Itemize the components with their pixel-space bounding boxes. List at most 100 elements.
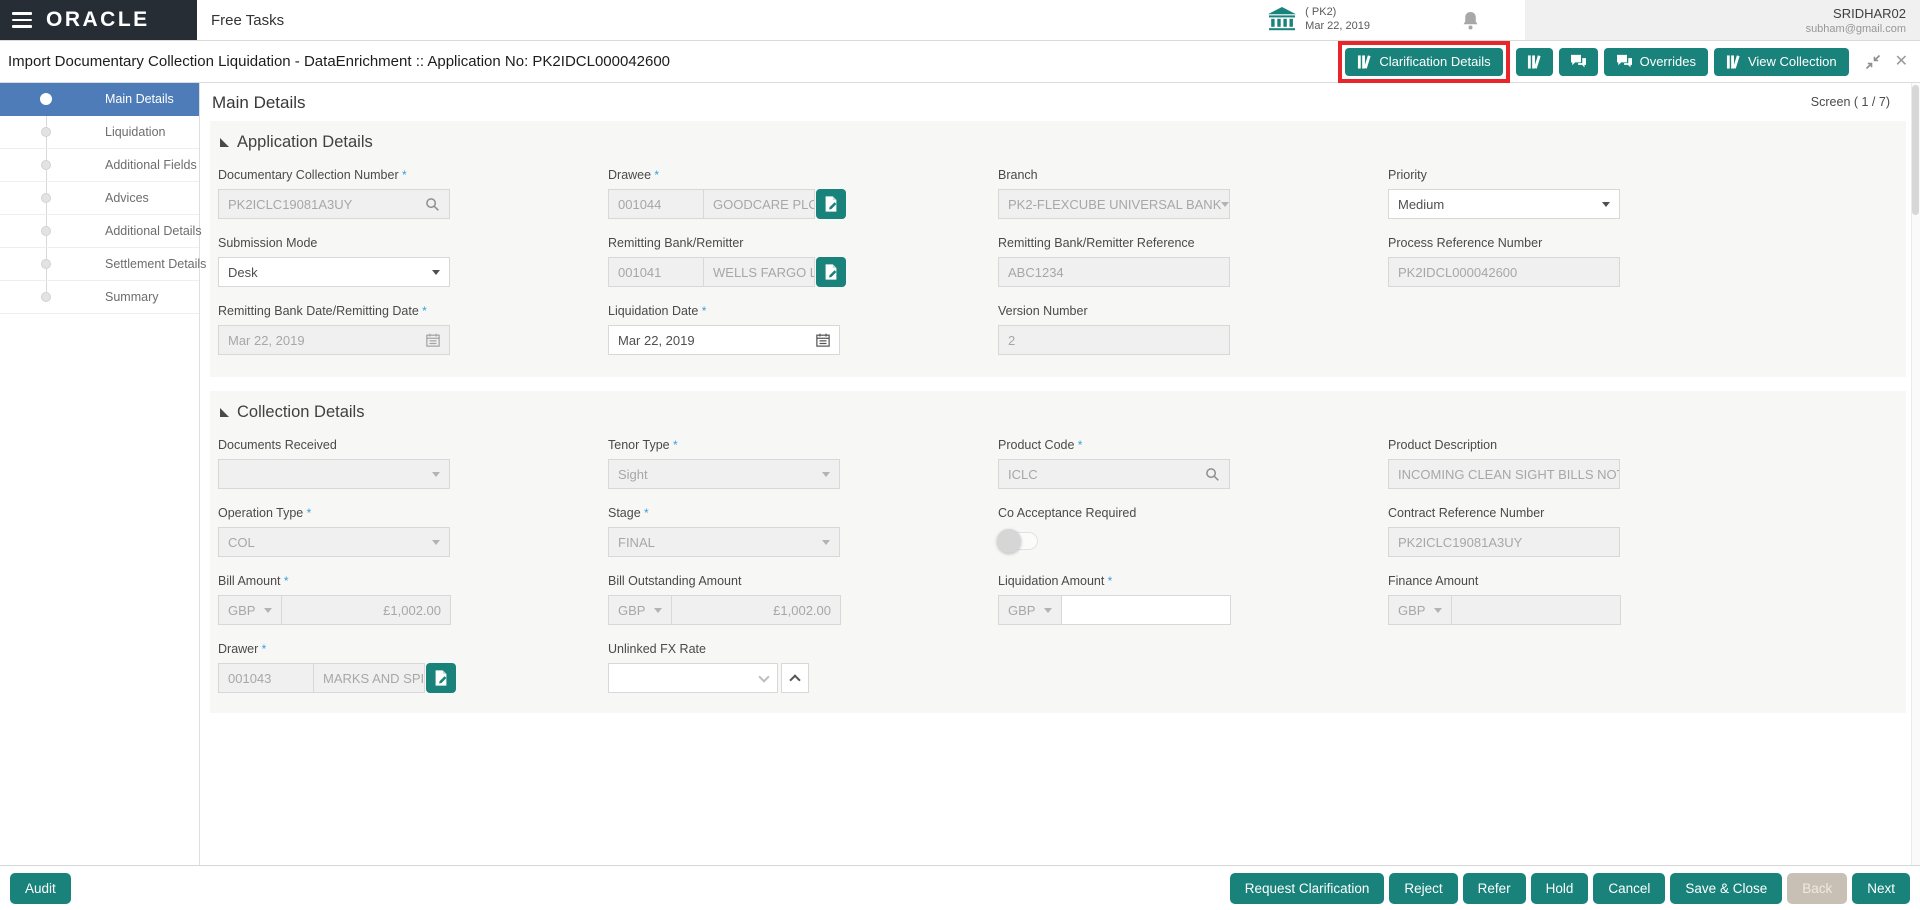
unlinked-fx-rate-input[interactable] <box>608 663 778 693</box>
clarification-details-button[interactable]: Clarification Details <box>1345 47 1503 76</box>
finance-amount-input <box>1451 595 1621 625</box>
chevron-down-icon <box>1221 201 1229 207</box>
documents-icon <box>1358 54 1371 69</box>
stage-dot <box>41 127 51 137</box>
overrides-button[interactable]: Overrides <box>1603 47 1708 76</box>
sidebar-item-advices[interactable]: Advices <box>0 182 199 215</box>
sidebar-item-liquidation[interactable]: Liquidation <box>0 116 199 149</box>
field-liquidation-date: Liquidation Date Mar 22, 2019 <box>608 302 998 355</box>
save-and-close-button[interactable]: Save & Close <box>1670 872 1783 904</box>
search-icon[interactable] <box>1205 467 1220 482</box>
notification-bell-icon[interactable] <box>1462 11 1479 30</box>
field-drawee: Drawee 001044 GOODCARE PLC <box>608 166 998 219</box>
user-email: subham@gmail.com <box>1805 22 1906 35</box>
document-edit-icon <box>435 670 447 686</box>
drawee-name-input: GOODCARE PLC <box>703 189 815 219</box>
next-button[interactable]: Next <box>1852 872 1910 904</box>
hold-button[interactable]: Hold <box>1530 872 1589 904</box>
drawer-party-edit-button[interactable] <box>426 663 456 693</box>
refer-button[interactable]: Refer <box>1462 872 1526 904</box>
cancel-button[interactable]: Cancel <box>1593 872 1666 904</box>
remitting-bank-code-input: 001041 <box>608 257 704 287</box>
field-liquidation-amount: Liquidation Amount GBP <box>998 572 1388 625</box>
action-bar: Audit Request Clarification Reject Refer… <box>0 865 1920 910</box>
drawee-party-edit-button[interactable] <box>816 189 846 219</box>
field-operation-type: Operation Type COL <box>218 504 608 557</box>
field-tenor-type: Tenor Type Sight <box>608 436 998 489</box>
chevron-down-icon <box>654 607 662 613</box>
highlight-box: Clarification Details <box>1338 40 1510 83</box>
bank-icon <box>1268 7 1297 31</box>
chevron-down-icon <box>432 471 440 477</box>
liquidation-amount-input[interactable] <box>1061 595 1231 625</box>
tenor-type-select: Sight <box>608 459 840 489</box>
bill-outstanding-currency-select: GBP <box>608 595 672 625</box>
documents-icon <box>1527 54 1541 69</box>
liquidation-amount-currency-select: GBP <box>998 595 1062 625</box>
co-acceptance-toggle[interactable] <box>997 529 1038 553</box>
field-remitting-bank-date: Remitting Bank Date/Remitting Date Mar 2… <box>218 302 608 355</box>
spinner-down-icon[interactable] <box>758 670 770 683</box>
remitting-bank-name-input: WELLS FARGO L. <box>703 257 815 287</box>
chevron-down-icon <box>1602 201 1610 207</box>
audit-button[interactable]: Audit <box>10 872 71 904</box>
document-edit-icon <box>825 264 837 280</box>
task-title: Import Documentary Collection Liquidatio… <box>8 53 671 70</box>
stage-dot <box>41 226 51 236</box>
documents-received-select <box>218 459 450 489</box>
hamburger-menu-icon[interactable] <box>12 12 32 28</box>
spinner-up-icon <box>789 674 801 686</box>
contract-reference-number-input: PK2ICLC19081A3UY <box>1388 527 1620 557</box>
user-name: SRIDHAR02 <box>1833 5 1906 21</box>
drawer-code-input: 001043 <box>218 663 314 693</box>
collapse-triangle-icon[interactable] <box>220 408 229 417</box>
view-collection-button[interactable]: View Collection <box>1713 47 1849 76</box>
sidebar-item-settlement-details[interactable]: Settlement Details <box>0 248 206 281</box>
branch-selector[interactable]: ( PK2) Mar 22, 2019 <box>1267 0 1370 40</box>
search-icon[interactable] <box>425 197 440 212</box>
comments-icon <box>1570 54 1586 68</box>
app-header: ORACLE Free Tasks ( PK2) Mar 22, 2019 <box>0 0 1920 41</box>
vertical-scrollbar[interactable] <box>1911 83 1920 865</box>
calendar-icon[interactable] <box>816 333 830 347</box>
priority-select[interactable]: Medium <box>1388 189 1620 219</box>
page-title: Free Tasks <box>211 11 285 29</box>
sidebar-item-main-details[interactable]: Main Details <box>0 83 199 116</box>
stage-select: FINAL <box>608 527 840 557</box>
field-documents-received: Documents Received <box>218 436 608 489</box>
spinner-up-button[interactable] <box>781 663 809 693</box>
section-heading: Main Details <box>212 93 306 112</box>
stage-sidebar: Main Details Liquidation Additional Fiel… <box>0 83 206 865</box>
reject-button[interactable]: Reject <box>1389 872 1458 904</box>
field-contract-reference-number: Contract Reference Number PK2ICLC19081A3… <box>1388 504 1778 557</box>
main-content: Main Details Screen ( 1 / 7) Application… <box>200 83 1920 865</box>
user-info: SRIDHAR02 subham@gmail.com <box>1525 0 1920 40</box>
scrollbar-thumb[interactable] <box>1912 85 1919 215</box>
request-clarification-button[interactable]: Request Clarification <box>1229 872 1385 904</box>
submission-mode-select[interactable]: Desk <box>218 257 450 287</box>
sidebar-item-summary[interactable]: Summary <box>0 281 199 314</box>
collapse-window-icon[interactable] <box>1865 54 1881 70</box>
chevron-down-icon <box>822 539 830 545</box>
stage-dot <box>41 292 51 302</box>
branch-code: ( PK2) <box>1305 6 1337 19</box>
titlebar-actions: Clarification Details Overrides <box>1338 40 1908 83</box>
documents-button[interactable] <box>1515 47 1553 76</box>
collapse-triangle-icon[interactable] <box>220 138 229 147</box>
close-icon[interactable]: ✕ <box>1894 52 1908 70</box>
remarks-button[interactable] <box>1558 47 1598 76</box>
branch-select: PK2-FLEXCUBE UNIVERSAL BANK <box>998 189 1230 219</box>
calendar-icon <box>426 333 440 347</box>
oracle-logo: ORACLE <box>46 8 150 31</box>
collection-details-panel: Collection Details Documents Received Te… <box>210 391 1906 713</box>
panel-title: Collection Details <box>237 403 365 421</box>
remitting-bank-edit-button[interactable] <box>816 257 846 287</box>
field-co-acceptance-required: Co Acceptance Required <box>997 504 1388 557</box>
sidebar-item-additional-details[interactable]: Additional Details <box>0 215 202 248</box>
field-documentary-collection-number: Documentary Collection Number PK2ICLC190… <box>218 166 608 219</box>
document-edit-icon <box>825 196 837 212</box>
sidebar-item-additional-fields[interactable]: Additional Fields <box>0 149 199 182</box>
liquidation-date-input[interactable]: Mar 22, 2019 <box>608 325 840 355</box>
operation-type-select: COL <box>218 527 450 557</box>
application-details-panel: Application Details Documentary Collecti… <box>210 121 1906 377</box>
